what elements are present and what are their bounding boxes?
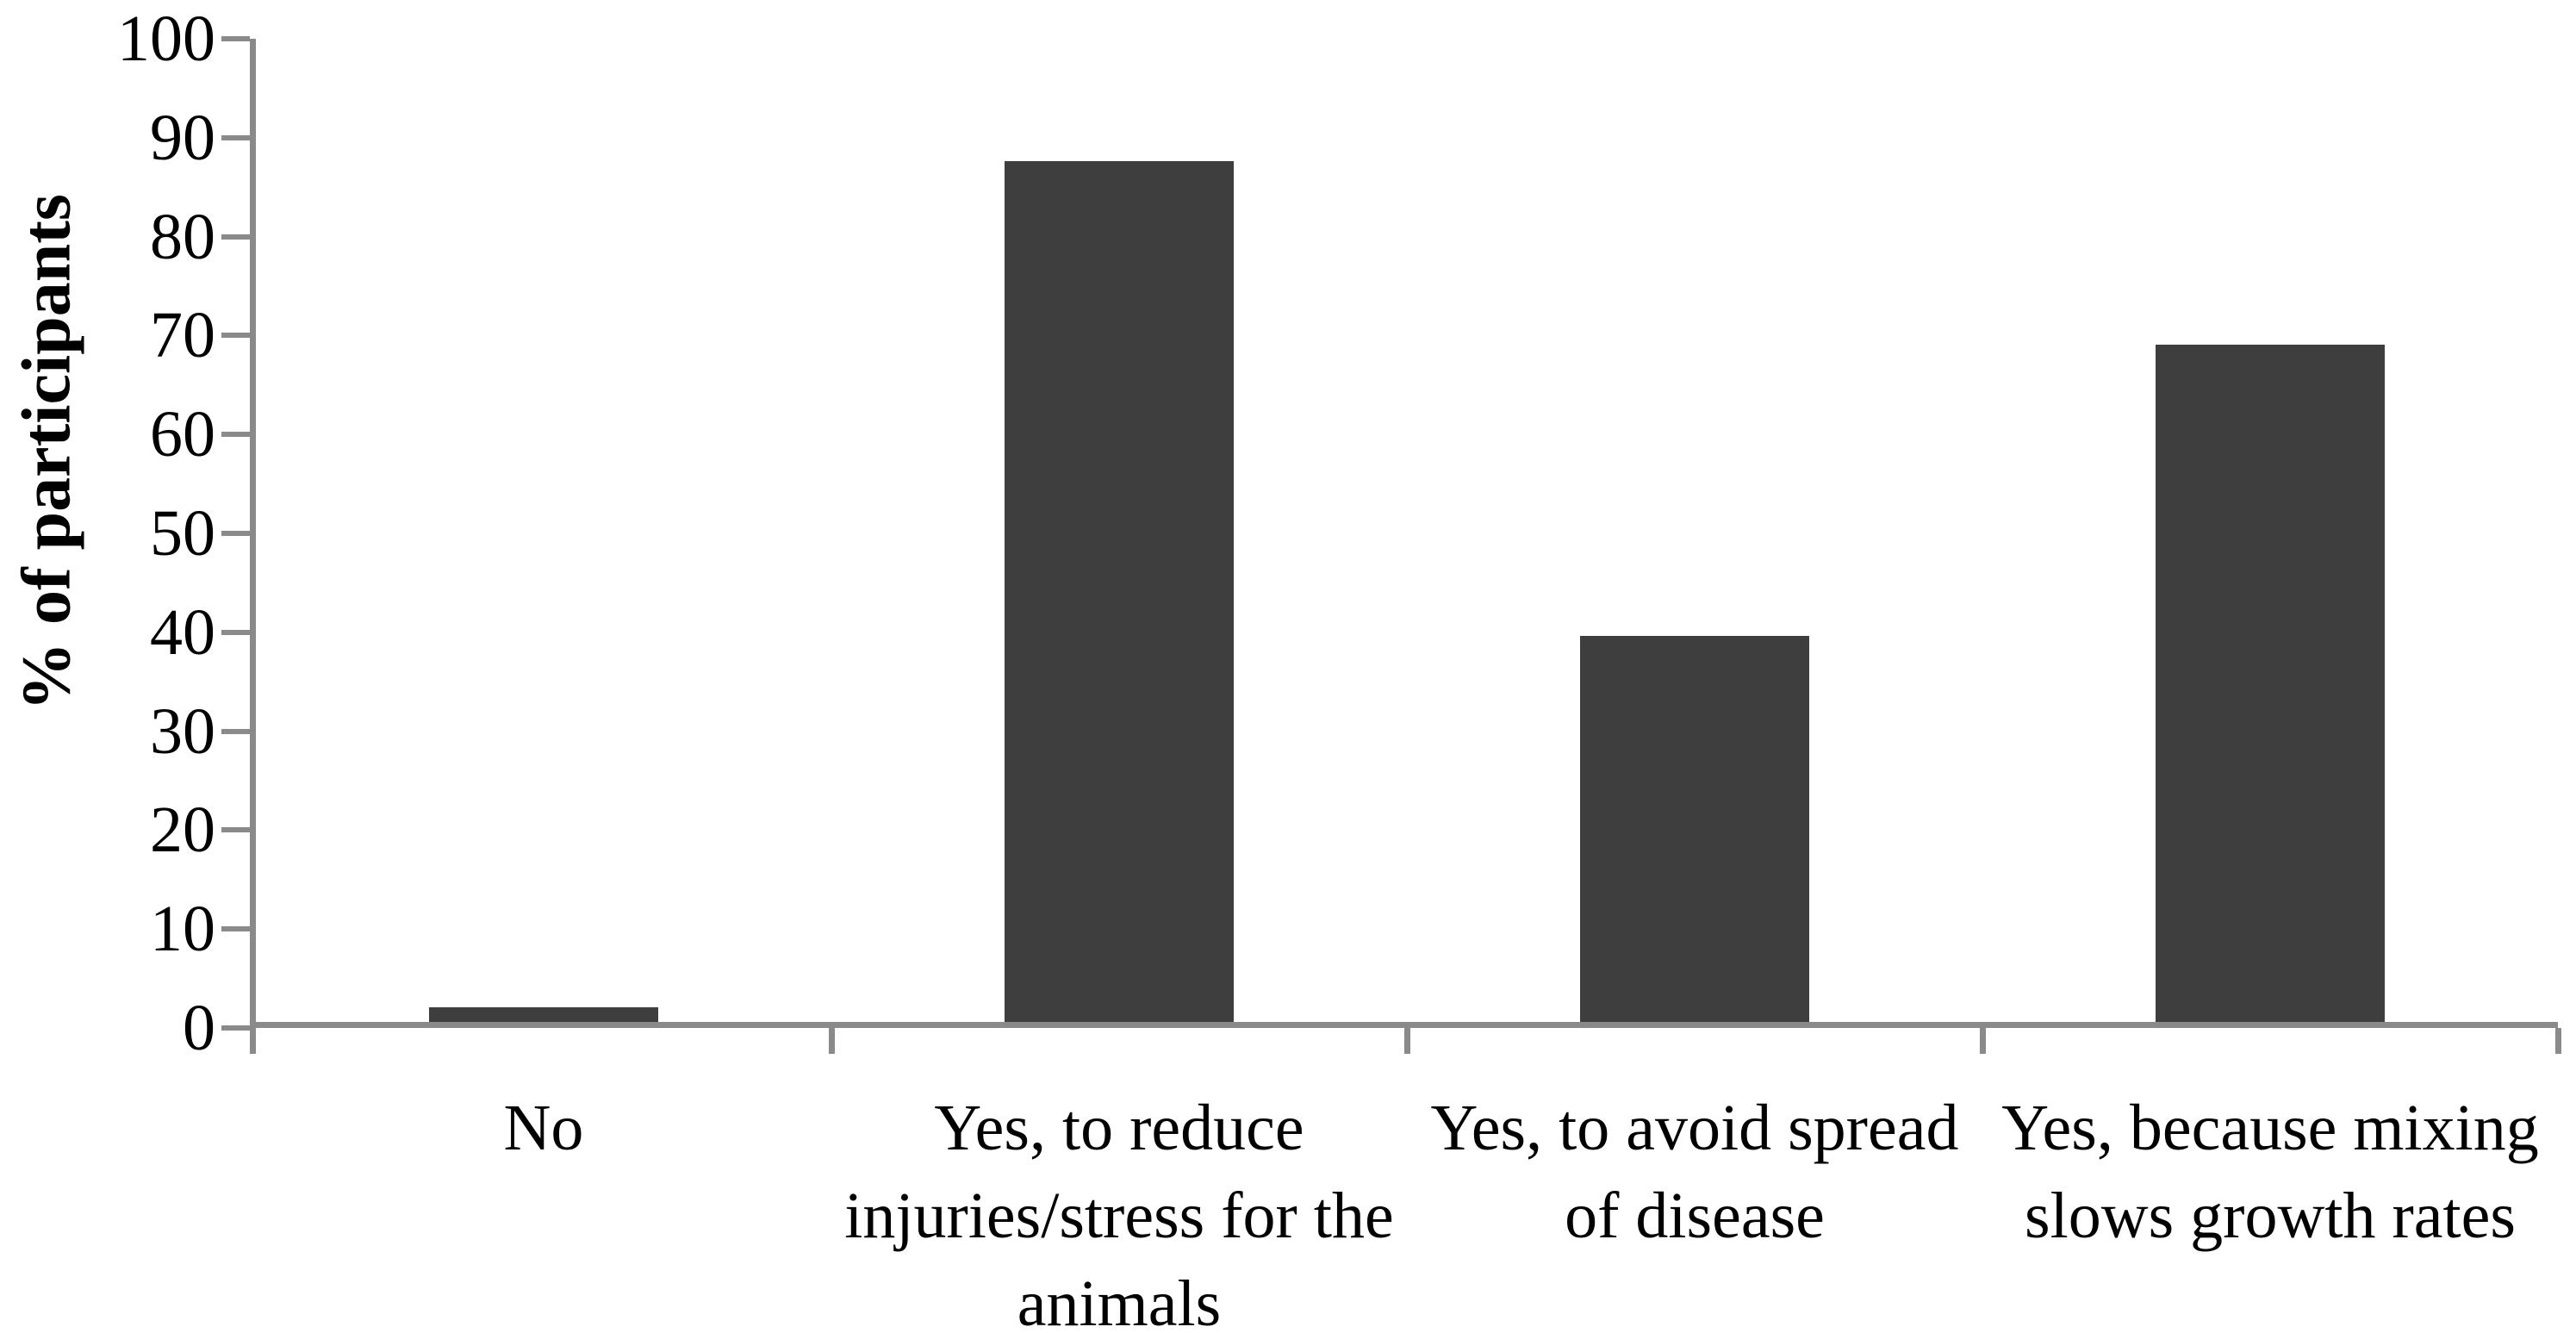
y-tick	[221, 531, 250, 536]
x-axis-label-line: Yes, to reduce	[934, 1092, 1304, 1164]
x-axis-label-line: injuries/stress for the	[844, 1180, 1394, 1252]
bar-4	[2156, 345, 2385, 1022]
y-tick-label: 90	[150, 101, 215, 174]
x-axis-label-line: Yes, because mixing	[2001, 1092, 2539, 1164]
x-axis-label-line: animals	[1017, 1268, 1222, 1333]
x-axis-label-line: of disease	[1565, 1180, 1825, 1252]
x-boundary-tick	[1980, 1028, 1986, 1054]
y-tick-label: 50	[150, 497, 215, 570]
bar-3	[1580, 636, 1809, 1022]
x-axis-label-2: Yes, to reduce injuries/stress for the ani…	[807, 1084, 1431, 1333]
x-axis-label-3: Yes, to avoid spread of disease	[1383, 1084, 2007, 1260]
y-tick	[221, 333, 250, 339]
x-boundary-tick	[1404, 1028, 1410, 1054]
y-tick	[221, 234, 250, 240]
y-tick	[221, 134, 250, 140]
bar-1	[429, 1007, 658, 1022]
x-axis-label-line: No	[503, 1092, 584, 1164]
y-tick-label: 0	[183, 992, 215, 1064]
y-tick	[221, 36, 250, 41]
x-boundary-tick	[829, 1028, 835, 1054]
bar-2	[1005, 161, 1234, 1022]
y-tick	[221, 728, 250, 734]
y-tick-label: 20	[150, 794, 215, 867]
x-axis-line	[256, 1022, 2558, 1028]
y-tick-label: 10	[150, 893, 215, 966]
y-tick	[221, 629, 250, 635]
x-axis-label-line: slows growth rates	[2025, 1180, 2516, 1252]
y-tick-label: 40	[150, 595, 215, 669]
y-tick-label: 70	[150, 299, 215, 372]
x-axis-label-4: Yes, because mixing slows growth rates	[1958, 1084, 2576, 1260]
y-tick-label: 60	[150, 398, 215, 471]
y-tick	[221, 926, 250, 932]
x-axis-label-1: No	[232, 1084, 856, 1172]
x-axis-label-line: Yes, to avoid spread	[1430, 1092, 1959, 1164]
y-tick	[221, 432, 250, 438]
y-tick-label: 80	[150, 200, 215, 273]
y-tick	[221, 1025, 250, 1031]
x-boundary-tick	[2555, 1028, 2561, 1054]
y-tick	[221, 827, 250, 833]
y-tick-label: 100	[117, 3, 215, 75]
y-tick-label: 30	[150, 695, 215, 768]
y-axis-line	[250, 39, 256, 1054]
